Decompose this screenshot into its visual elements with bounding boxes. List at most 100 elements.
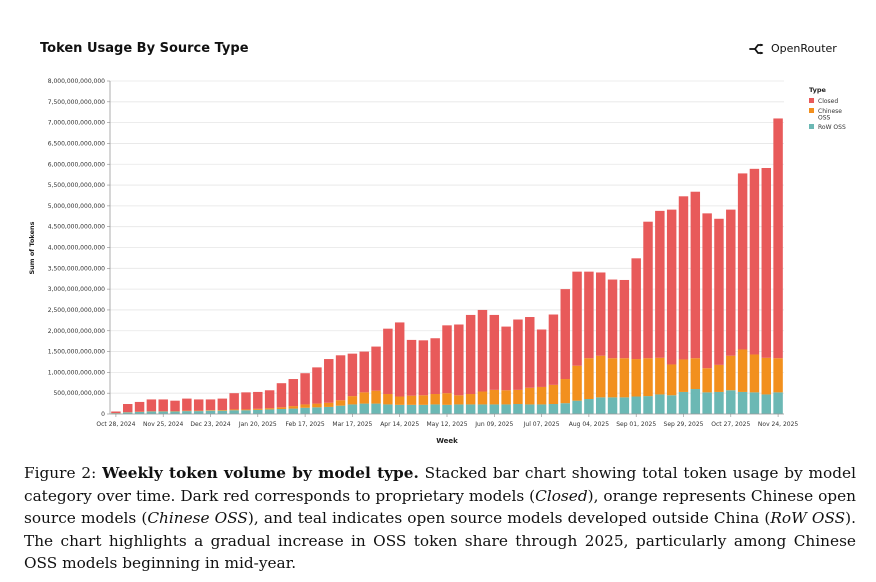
- y-tick-label: 0: [101, 411, 105, 418]
- caption-label: Figure 2:: [24, 464, 97, 482]
- y-tick-label: 7,000,000,000,000: [48, 120, 105, 127]
- bar-segment-row-oss: [666, 395, 677, 414]
- y-tick-label: 5,000,000,000,000: [48, 203, 105, 210]
- legend-label-row-oss: RoW OSS: [818, 124, 846, 131]
- x-tick-label: Mar 17, 2025: [332, 421, 372, 428]
- bar-segment-chinese-oss: [714, 364, 724, 392]
- bar-segment-chinese-oss: [217, 410, 228, 411]
- x-tick-label: Jul 07, 2025: [523, 421, 560, 428]
- y-tick-label: 1,500,000,000,000: [48, 349, 105, 356]
- bar-segment-row-oss: [690, 389, 701, 414]
- bar-segment-row-oss: [347, 404, 358, 414]
- bar-segment-closed: [146, 399, 157, 412]
- brand-name: OpenRouter: [771, 42, 837, 55]
- bar-segment-closed: [560, 289, 570, 380]
- bar-segment-chinese-oss: [501, 390, 511, 405]
- bar-segment-chinese-oss: [418, 395, 429, 405]
- y-tick-label: 5,500,000,000,000: [48, 182, 105, 189]
- x-tick-label: May 12, 2025: [426, 421, 467, 428]
- y-tick-label: 2,000,000,000,000: [48, 328, 105, 335]
- caption-text-3: ), and teal indicates open source models…: [247, 509, 771, 527]
- x-tick-label: Apr 14, 2025: [380, 421, 419, 428]
- bar-segment-closed: [205, 399, 216, 411]
- x-tick-label: Oct 28, 2024: [96, 421, 135, 428]
- bar-segment-chinese-oss: [477, 391, 488, 405]
- bar-segment-row-oss: [737, 391, 748, 414]
- y-tick-labels: 0 500,000,000,000 1,000,000,000,000 1,500,0…: [48, 78, 110, 418]
- legend-swatch-row-oss: [809, 124, 814, 129]
- bar-segment-chinese-oss: [631, 359, 641, 397]
- bar-segment-chinese-oss: [702, 368, 712, 393]
- bars: [111, 118, 783, 414]
- bar-segment-row-oss: [714, 391, 724, 414]
- y-tick-label: 6,500,000,000,000: [48, 140, 105, 147]
- bar-segment-row-oss: [548, 404, 559, 414]
- bar-segment-chinese-oss: [666, 364, 677, 396]
- bar-segment-closed: [465, 314, 476, 395]
- stacked-bar-chart: 0 500,000,000,000 1,000,000,000,000 1,500,0…: [28, 78, 846, 445]
- bar-segment-row-oss: [111, 413, 121, 414]
- bar-segment-row-oss: [584, 399, 594, 414]
- bar-segment-closed: [525, 317, 535, 388]
- bar-segment-chinese-oss: [288, 406, 299, 409]
- bar-segment-row-oss: [182, 411, 192, 414]
- bar-segment-closed: [726, 209, 736, 356]
- bar-segment-chinese-oss: [430, 394, 440, 405]
- bar-segment-closed: [666, 209, 677, 365]
- bar-segment-chinese-oss: [690, 358, 701, 390]
- bar-segment-row-oss: [170, 411, 180, 414]
- bar-segment-closed: [595, 272, 606, 356]
- x-tick-label: Jun 09, 2025: [474, 421, 513, 428]
- bar-segment-row-oss: [205, 410, 216, 414]
- bar-segment-chinese-oss: [678, 359, 689, 392]
- bar-segment-chinese-oss: [773, 358, 783, 393]
- bar-segment-chinese-oss: [347, 396, 358, 405]
- bar-segment-chinese-oss: [489, 389, 500, 405]
- bar-segment-row-oss: [454, 404, 464, 414]
- bar-segment-closed: [253, 391, 263, 409]
- bar-segment-row-oss: [394, 404, 405, 414]
- bar-segment-closed: [454, 324, 464, 396]
- bar-segment-closed: [773, 118, 783, 359]
- bar-segment-row-oss: [572, 400, 582, 414]
- x-tick-label: Dec 23, 2024: [190, 421, 230, 428]
- bar-segment-closed: [134, 401, 145, 412]
- legend-swatch-closed: [809, 98, 814, 103]
- openrouter-logo-icon: [749, 43, 764, 54]
- bar-segment-closed: [324, 359, 334, 403]
- bar-segment-row-oss: [643, 396, 653, 414]
- bar-segment-row-oss: [749, 392, 760, 414]
- bar-segment-chinese-oss: [761, 357, 771, 395]
- bar-segment-row-oss: [146, 411, 157, 414]
- y-tick-label: 3,500,000,000,000: [48, 265, 105, 272]
- bar-segment-chinese-oss: [300, 404, 310, 408]
- bar-segment-row-oss: [465, 404, 476, 414]
- bar-segment-row-oss: [359, 403, 369, 414]
- bar-segment-row-oss: [158, 411, 168, 414]
- bar-segment-row-oss: [595, 397, 606, 414]
- bar-segment-chinese-oss: [241, 409, 251, 411]
- bar-segment-closed: [383, 328, 393, 395]
- bar-segment-row-oss: [631, 396, 641, 414]
- caption-text-2: ), orange represents Chinese open source…: [24, 486, 856, 528]
- bar-segment-closed: [690, 191, 701, 359]
- bar-segment-row-oss: [678, 391, 689, 414]
- bar-segment-chinese-oss: [536, 386, 547, 405]
- y-tick-label: 7,500,000,000,000: [48, 99, 105, 106]
- bar-segment-closed: [182, 398, 192, 411]
- bar-segment-row-oss: [489, 404, 500, 414]
- bar-segment-closed: [631, 258, 641, 360]
- bar-segment-row-oss: [501, 404, 511, 414]
- bar-segment-row-oss: [513, 404, 523, 414]
- bar-segment-chinese-oss: [406, 395, 417, 405]
- y-tick-label: 4,000,000,000,000: [48, 245, 105, 252]
- x-tick-label: Jan 20, 2025: [238, 421, 277, 428]
- legend-title: Type: [809, 86, 827, 94]
- caption-chinese-oss: Chinese OSS: [147, 509, 248, 527]
- x-axis-title: Week: [436, 437, 458, 445]
- bar-segment-chinese-oss: [229, 409, 239, 411]
- bar-segment-chinese-oss: [726, 355, 736, 391]
- bar-segment-row-oss: [761, 394, 771, 414]
- bar-segment-row-oss: [536, 404, 547, 414]
- bar-segment-chinese-oss: [525, 387, 535, 405]
